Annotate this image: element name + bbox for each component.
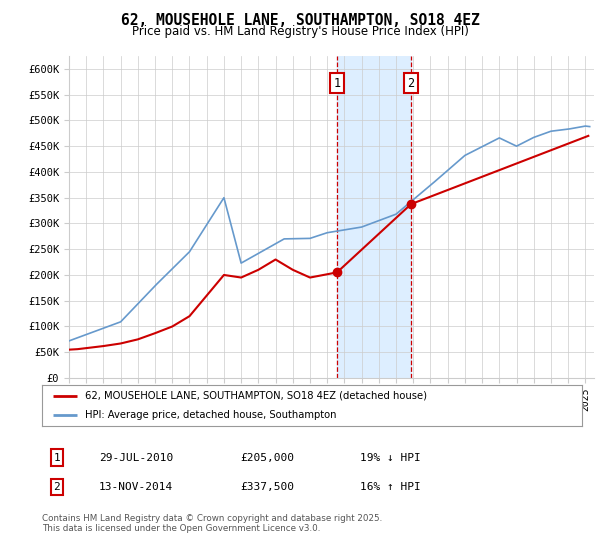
Text: HPI: Average price, detached house, Southampton: HPI: Average price, detached house, Sout… [85,410,337,421]
Text: Contains HM Land Registry data © Crown copyright and database right 2025.
This d: Contains HM Land Registry data © Crown c… [42,514,382,534]
Text: 29-JUL-2010: 29-JUL-2010 [99,452,173,463]
Bar [337,56,411,378]
Text: 62, MOUSEHOLE LANE, SOUTHAMPTON, SO18 4EZ: 62, MOUSEHOLE LANE, SOUTHAMPTON, SO18 4E… [121,13,479,28]
Text: 2: 2 [53,482,61,492]
Text: 2: 2 [407,77,415,90]
Text: 1: 1 [334,77,341,90]
Text: 62, MOUSEHOLE LANE, SOUTHAMPTON, SO18 4EZ (detached house): 62, MOUSEHOLE LANE, SOUTHAMPTON, SO18 4E… [85,391,427,401]
Text: £205,000: £205,000 [240,452,294,463]
Text: £337,500: £337,500 [240,482,294,492]
Text: 19% ↓ HPI: 19% ↓ HPI [360,452,421,463]
Text: 1: 1 [53,452,61,463]
Text: 13-NOV-2014: 13-NOV-2014 [99,482,173,492]
Text: Price paid vs. HM Land Registry's House Price Index (HPI): Price paid vs. HM Land Registry's House … [131,25,469,38]
Text: 16% ↑ HPI: 16% ↑ HPI [360,482,421,492]
